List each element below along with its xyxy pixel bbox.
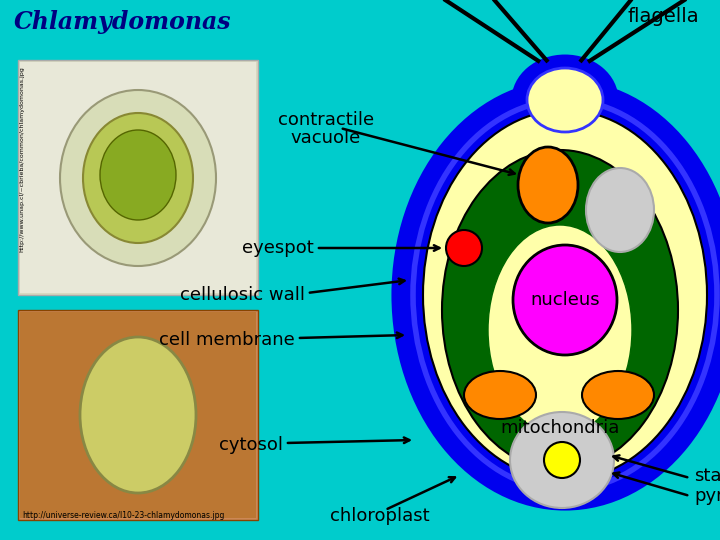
Text: starch: starch	[694, 467, 720, 485]
Ellipse shape	[80, 337, 196, 493]
Ellipse shape	[515, 58, 615, 142]
Text: cytosol: cytosol	[219, 436, 283, 454]
Ellipse shape	[510, 412, 614, 508]
Ellipse shape	[423, 110, 707, 480]
Ellipse shape	[397, 85, 720, 505]
Text: eyespot: eyespot	[242, 239, 314, 257]
Text: flagella: flagella	[628, 6, 700, 25]
Ellipse shape	[513, 245, 617, 355]
Bar	[18, 310, 258, 520]
Text: cellulosic wall: cellulosic wall	[180, 286, 305, 304]
Ellipse shape	[488, 225, 632, 435]
Bar	[20, 312, 256, 518]
Ellipse shape	[60, 90, 216, 266]
Text: Chlamydomonas: Chlamydomonas	[14, 10, 232, 34]
Text: nucleus: nucleus	[530, 291, 600, 309]
Text: mitochondria: mitochondria	[500, 419, 620, 437]
Ellipse shape	[582, 371, 654, 419]
Text: cell membrane: cell membrane	[159, 331, 295, 349]
Text: contractile: contractile	[278, 111, 374, 129]
Bar	[20, 62, 256, 293]
Circle shape	[446, 230, 482, 266]
Ellipse shape	[442, 150, 678, 470]
Text: chloroplast: chloroplast	[330, 507, 430, 525]
Bar	[18, 60, 258, 295]
Ellipse shape	[518, 147, 578, 223]
Ellipse shape	[586, 168, 654, 252]
Text: pyrenoid: pyrenoid	[694, 487, 720, 505]
Text: vacuole: vacuole	[291, 129, 361, 147]
Ellipse shape	[527, 68, 603, 132]
Circle shape	[544, 442, 580, 478]
Text: http://universe-review.ca/I10-23-chlamydomonas.jpg: http://universe-review.ca/I10-23-chlamyd…	[22, 511, 225, 520]
Ellipse shape	[100, 130, 176, 220]
Ellipse shape	[464, 371, 536, 419]
Text: http://www.unap.cl/~cbrieba/common/chlamydomonas.jpg: http://www.unap.cl/~cbrieba/common/chlam…	[19, 66, 24, 252]
Ellipse shape	[83, 113, 193, 243]
